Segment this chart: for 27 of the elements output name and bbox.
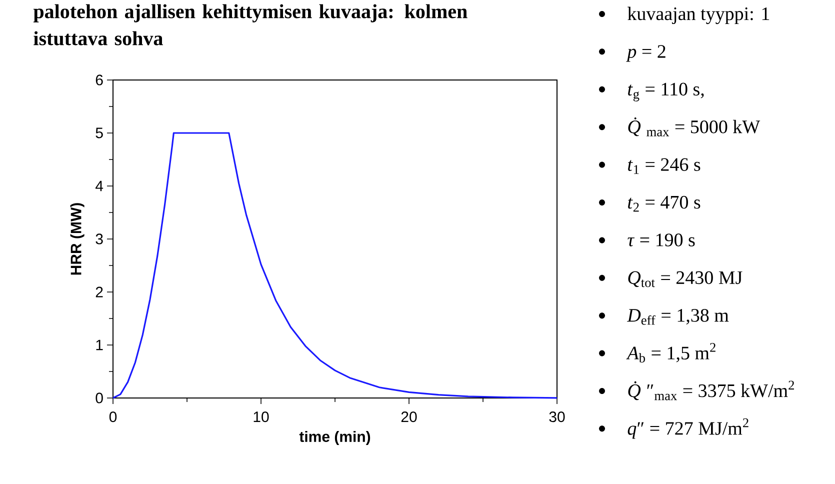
y-tick-label: 1 [96, 340, 103, 350]
text: t$_{2}$ = 470 s [628, 196, 700, 212]
text: A$_{b}$ = 1,5 m$^{2}$ [626, 342, 716, 363]
y-tick-label: 4 [95, 180, 104, 192]
y-tick-label: 5 [96, 128, 103, 138]
text: D$_{eff}$ = 1,38 m [626, 308, 729, 325]
line-series [112, 132, 558, 399]
y-tick-label: 6 [96, 74, 103, 86]
text: p = 2 [626, 45, 666, 62]
x-tick-label: 20 [401, 412, 417, 422]
text: Q̇$_{max}$ = 5000 kW [628, 117, 760, 136]
x-tick-label: 30 [549, 412, 565, 422]
y-tick-label: 3 [96, 234, 103, 244]
text: t$_{g}$ = 110 s, [628, 82, 704, 102]
text: Q$_{tot}$ = 2430 MJ [628, 271, 742, 288]
text: τ = 190 s [628, 234, 695, 246]
chart-title: palotehon ajallisen kehittymisen kuvaaja: kolmen istuttava sohva [33, 4, 468, 46]
text: q″ = 727 MJ/m$^{2}$ [628, 418, 748, 439]
text: kuvaajan tyyppi: 1 [628, 6, 770, 24]
text: Q̇″$_{max}$ = 3375 kW/m$^{2}$ [628, 380, 794, 400]
text: t$_{1}$ = 246 s [628, 158, 700, 174]
y-axis-title: HRR (MW) [70, 203, 84, 275]
x-axis-title: time (min) [299, 430, 370, 445]
y-tick-label: 0 [96, 392, 103, 404]
x-tick-label: 0 [109, 412, 117, 422]
x-tick-label: 10 [254, 412, 269, 422]
y-tick-label: 2 [96, 286, 103, 298]
